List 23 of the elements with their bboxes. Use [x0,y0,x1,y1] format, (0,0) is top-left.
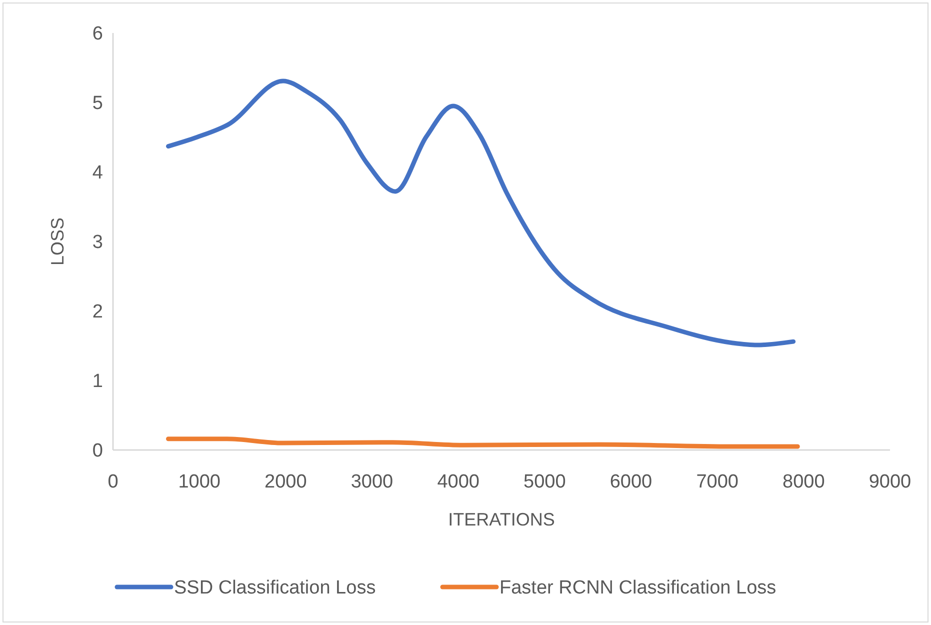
y-tick-label: 3 [92,232,103,254]
x-tick-label: 9000 [868,472,912,493]
y-tick-label: 0 [92,440,103,462]
x-tick-label: 6000 [610,472,652,493]
line-series [166,436,800,449]
x-tick-label: 5000 [524,472,566,493]
y-tick-label: 1 [92,371,103,392]
line-series [166,78,796,348]
x-axis-title: ITERATIONS [448,509,555,530]
legend-label: SSD Classification Loss [174,578,376,599]
x-tick-label: 1000 [178,472,220,493]
y-tick-label: 5 [92,93,103,114]
x-tick-label: 2000 [264,472,307,493]
x-tick-label: 3000 [350,472,394,493]
x-tick-label: 0 [108,472,118,493]
legend-label: Faster RCNN Classification Loss [500,578,776,599]
y-tick-label: 4 [92,162,104,184]
y-axis-title: LOSS [47,217,68,266]
x-tick-label: 4000 [437,472,480,493]
y-tick-label: 6 [92,24,103,45]
y-tick-label: 2 [92,302,103,323]
x-tick-label: 7000 [696,472,738,493]
x-tick-label: 8000 [782,472,825,493]
